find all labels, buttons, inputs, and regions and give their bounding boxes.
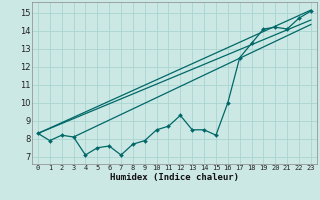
X-axis label: Humidex (Indice chaleur): Humidex (Indice chaleur): [110, 173, 239, 182]
